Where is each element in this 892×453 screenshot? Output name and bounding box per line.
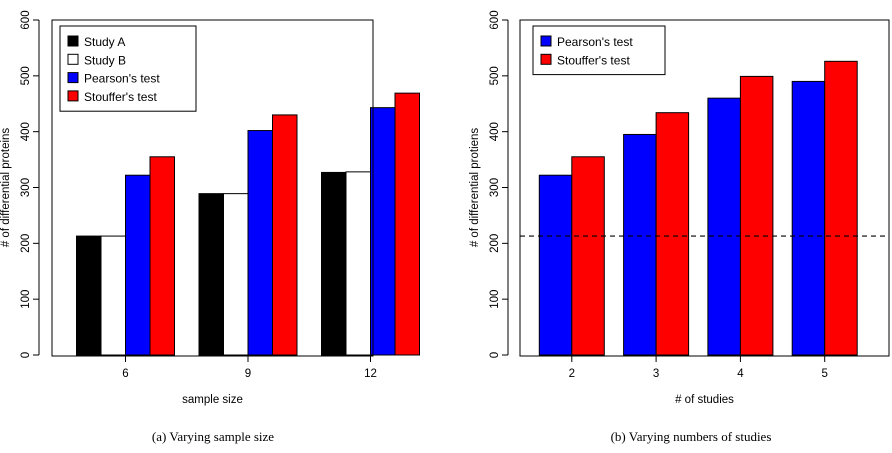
- bar-pearson-s-test-4: [707, 97, 741, 356]
- bar-pearson-s-test-5: [791, 80, 826, 356]
- bar-stouffer-s-test-9: [272, 114, 298, 356]
- legend-label: Stouffer's test: [557, 53, 630, 67]
- legend-label: Pearson's test: [557, 35, 633, 49]
- y-tick-label: 600: [20, 10, 32, 29]
- bar-pearson-s-test-6: [125, 174, 151, 356]
- bar-stouffer-s-test-2: [571, 156, 605, 356]
- bar-stouffer-s-test-5: [824, 60, 858, 356]
- legend-label: Study A: [84, 35, 125, 49]
- legend-label: Study B: [84, 53, 126, 67]
- y-tick-label: 300: [489, 178, 501, 197]
- bar-study-b-12: [345, 171, 371, 356]
- legend-box: [532, 25, 666, 76]
- x-tick-label: 9: [245, 368, 251, 380]
- y-tick-label: 0: [489, 352, 501, 358]
- y-tick-label: 400: [20, 122, 32, 141]
- y-axis-label: # of differential protiens: [469, 128, 481, 248]
- y-tick-label: 500: [489, 66, 501, 85]
- chart-number-of-studies: 0 100 200 300 400 500 600 # of differential pro…: [469, 10, 890, 444]
- y-tick-label: 300: [20, 178, 32, 197]
- legend-swatch: [67, 53, 79, 65]
- x-tick-label: 6: [122, 368, 128, 380]
- legend-box: [59, 25, 197, 112]
- bar-pearson-s-test-9: [247, 130, 273, 356]
- x-tick-label: 4: [737, 368, 744, 380]
- legend-swatch: [67, 90, 79, 102]
- y-tick-label: 0: [20, 352, 32, 358]
- bar-study-a-12: [321, 171, 347, 356]
- plot-frame: [51, 19, 374, 357]
- y-tick-label: 100: [489, 290, 501, 309]
- x-tick-label: 2: [569, 368, 575, 380]
- y-tick-label: 500: [20, 66, 32, 85]
- y-axis-label: # of differential proteins: [0, 128, 12, 248]
- y-tick-label: 400: [489, 122, 501, 141]
- bar-study-b-9: [223, 193, 249, 356]
- y-tick-label: 100: [20, 290, 32, 309]
- figure-caption: (a) Varying sample size: [152, 429, 274, 444]
- x-tick-label: 12: [364, 368, 377, 380]
- bar-study-b-6: [100, 235, 126, 356]
- legend-swatch: [540, 35, 552, 47]
- chart-sample-size: 0 100 200 300 400 500 600 # of differential pro…: [0, 10, 420, 444]
- bar-pearson-s-test-12: [370, 107, 396, 356]
- y-tick-label: 600: [489, 10, 501, 29]
- x-tick-label: 5: [821, 368, 827, 380]
- bar-stouffer-s-test-4: [739, 75, 774, 356]
- bar-pearson-s-test-3: [623, 133, 657, 356]
- bar-pearson-s-test-2: [538, 174, 573, 356]
- legend-swatch: [67, 35, 79, 47]
- legend-swatch: [67, 72, 79, 84]
- legend-swatch: [540, 53, 552, 65]
- x-axis-label: sample size: [182, 394, 243, 406]
- legend: Pearson's test Stouffer's test: [532, 25, 666, 76]
- legend-label: Pearson's test: [84, 72, 160, 86]
- legend: Study A Study B Pearson's test Stouffer's t…: [59, 25, 197, 112]
- y-tick-label: 200: [489, 234, 501, 253]
- bar-study-a-9: [198, 193, 224, 356]
- x-axis-label: # of studies: [675, 394, 734, 406]
- y-tick-label: 200: [20, 234, 32, 253]
- plot-frame: [519, 19, 890, 357]
- bar-study-a-6: [76, 235, 102, 356]
- bar-stouffer-s-test-3: [655, 112, 690, 356]
- bar-stouffer-s-test-6: [149, 156, 175, 356]
- x-tick-label: 3: [653, 368, 659, 380]
- legend-label: Stouffer's test: [84, 90, 157, 104]
- figure-caption: (b) Varying numbers of studies: [611, 429, 772, 444]
- bar-stouffer-s-test-12: [394, 92, 420, 356]
